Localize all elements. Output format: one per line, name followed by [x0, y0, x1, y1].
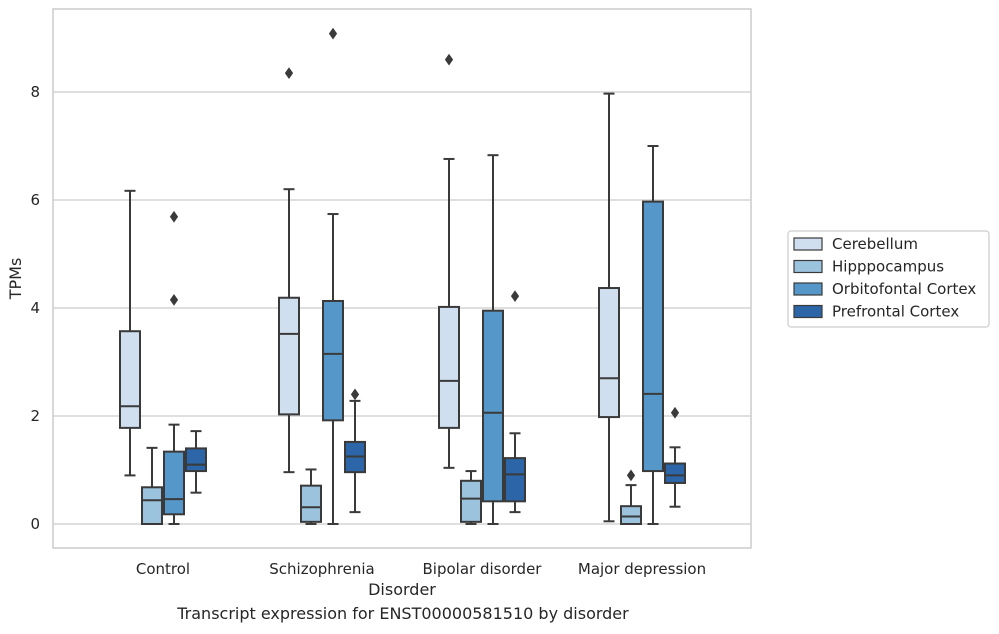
box: [438, 305, 460, 429]
x-tick-label: Schizophrenia: [269, 560, 374, 578]
outlier-point: [284, 67, 294, 79]
y-tick-label: 2: [30, 407, 40, 425]
box: [664, 462, 686, 484]
x-tick-label: Bipolar disorder: [423, 560, 543, 578]
plot-area-frame: [52, 8, 752, 549]
outlier-point: [169, 210, 179, 223]
legend-swatch: [793, 282, 823, 296]
y-tick-label: 6: [30, 191, 40, 209]
box: [322, 299, 344, 422]
legend-swatch: [793, 259, 823, 274]
box: [620, 505, 642, 525]
outlier-point: [510, 290, 520, 302]
outlier-point: [626, 469, 636, 482]
box: [460, 479, 482, 523]
legend-entry-label: Orbitofontal Cortex: [832, 280, 976, 298]
legend-swatch: [793, 237, 823, 251]
legend-entry-label: Hipppocampus: [832, 258, 944, 276]
box: [504, 457, 526, 503]
x-tick-label: Control: [136, 560, 190, 578]
legend-entry-label: Prefrontal Cortex: [832, 303, 959, 321]
outlier-point: [350, 388, 360, 401]
legend-swatch: [793, 304, 823, 319]
outlier-point: [444, 53, 454, 66]
legend: Cerebellum Hipppocampus Orbitofontal Corte…: [787, 230, 990, 328]
outlier-point: [328, 27, 338, 40]
y-tick-label: 8: [30, 83, 40, 101]
box: [163, 450, 185, 516]
box-plot-marks: [119, 27, 686, 525]
y-tick-label: 0: [30, 515, 40, 533]
box: [119, 330, 141, 429]
box: [598, 287, 620, 419]
box: [300, 484, 322, 523]
outlier-point: [169, 294, 179, 306]
box: [185, 447, 207, 473]
x-tick-label: Major depression: [578, 560, 706, 578]
legend-entry-label: Cerebellum: [832, 235, 918, 253]
box: [482, 309, 504, 503]
x-tick-labels: Control Schizophrenia Bipolar disorder Majo…: [136, 560, 706, 578]
box: [278, 296, 300, 416]
chart-caption: Transcript expression for ENST0000058151…: [177, 604, 629, 623]
box: [642, 200, 664, 473]
legend-frame: [787, 230, 990, 328]
y-axis-label: TPMs: [6, 258, 25, 301]
outlier-point: [670, 406, 680, 419]
y-tick-labels: 0 2 4 6 8: [30, 83, 40, 533]
y-tick-label: 4: [30, 299, 40, 317]
x-axis-label: Disorder: [368, 580, 436, 599]
box: [141, 486, 163, 525]
